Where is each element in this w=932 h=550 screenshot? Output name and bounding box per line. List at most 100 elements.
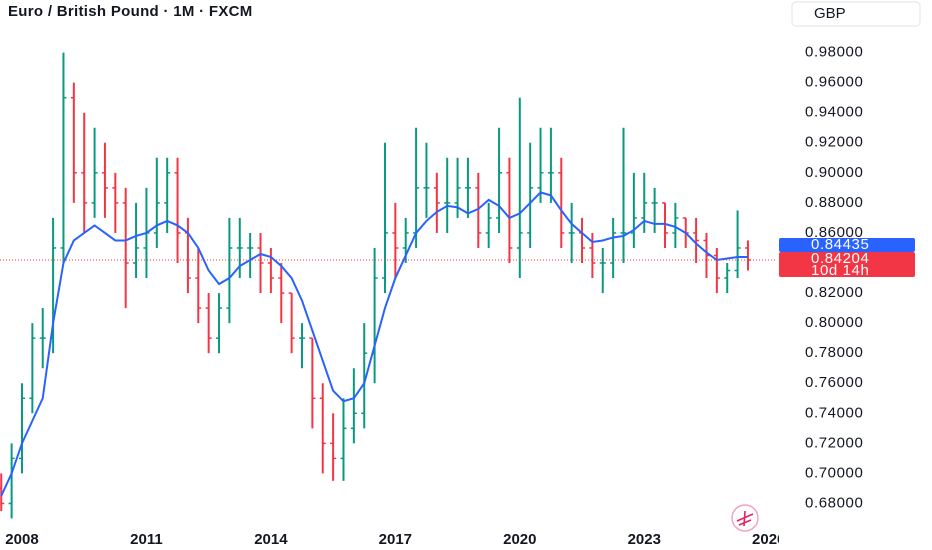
ohlc-bar (70, 82, 77, 203)
ohlc-bar (309, 337, 316, 429)
ohlc-bar (91, 127, 98, 218)
ohlc-bar (713, 247, 720, 294)
currency-button-box[interactable] (791, 1, 921, 27)
x-tick-label: 2020 (503, 531, 536, 548)
ohlc-bar (423, 142, 430, 218)
ohlc-bar (153, 157, 160, 248)
ohlc-bar (744, 240, 751, 271)
ohlc-bar (527, 142, 534, 248)
x-tick-label: 2011 (130, 531, 163, 548)
last-price-tag (779, 251, 915, 277)
ohlc-bar (247, 232, 254, 279)
ohlc-bar (381, 142, 388, 294)
ohlc-bar (340, 398, 347, 481)
ohlc-bar (589, 232, 596, 279)
y-tick-label: 0.88000 (805, 194, 863, 211)
x-tick-label: 2014 (254, 531, 288, 548)
ohlc-bar (568, 202, 575, 264)
ohlc-bar (29, 323, 36, 414)
countdown-label: 10d 14h (811, 262, 869, 279)
x-tick-label: 2023 (628, 531, 661, 548)
ohlc-bar (112, 172, 119, 233)
ohlc-bar (205, 293, 212, 354)
y-tick-label: 0.74000 (805, 404, 863, 421)
ohlc-bar (693, 217, 700, 264)
ma-value-label: 0.84435 (811, 236, 869, 253)
ohlc-bar (122, 187, 129, 309)
ohlc-bar (579, 217, 586, 264)
ohlc-bar (630, 172, 637, 248)
ohlc-bar (8, 443, 15, 519)
ohlc-bar (81, 112, 88, 233)
ma-value-tag (779, 237, 915, 252)
y-tick-label: 0.68000 (805, 494, 863, 511)
y-tick-label: 0.80000 (805, 314, 863, 331)
ohlc-bar (257, 232, 264, 294)
moving-average (0, 191, 748, 497)
ohlc-bar (734, 210, 741, 279)
currency-button[interactable]: GBP (791, 1, 921, 27)
y-tick-label: 0.82000 (805, 284, 863, 301)
ohlc-bar (60, 52, 67, 264)
currency-label[interactable]: GBP (814, 5, 846, 22)
ohlc-bar (0, 473, 5, 511)
y-tick-label: 0.70000 (805, 464, 863, 481)
ohlc-bar (610, 217, 617, 279)
y-tick-label: 0.98000 (805, 44, 863, 61)
ohlc-bar (18, 383, 25, 474)
x-tick-label: 2026 (752, 531, 785, 548)
ohlc-bar (599, 247, 606, 294)
ohlc-bar (361, 323, 368, 429)
y-tick-label: 0.96000 (805, 74, 863, 91)
icon-glyph[interactable] (736, 510, 754, 527)
ohlc-bar (133, 202, 140, 279)
ohlc-bar (620, 127, 627, 264)
ohlc-bar (444, 157, 451, 233)
ohlc-bar (641, 172, 648, 233)
scale-toggle-icon[interactable] (731, 504, 759, 532)
ohlc-bar (278, 263, 285, 324)
y-tick-label: 0.78000 (805, 344, 863, 361)
ohlc-bar (485, 202, 492, 248)
ohlc-bar (101, 142, 108, 218)
ohlc-bar (433, 172, 440, 233)
ohlc-bar (672, 202, 679, 248)
y-tick-label: 0.72000 (805, 434, 863, 451)
chart-title: Euro / British Pound · 1M · FXCM (8, 3, 253, 20)
ohlc-bar (267, 247, 274, 294)
ohlc-bar (547, 127, 554, 203)
ohlc-bar (371, 247, 378, 384)
y-tick-label: 0.90000 (805, 164, 863, 181)
x-tick-label: 2008 (5, 531, 38, 548)
ohlc-bar (496, 127, 503, 233)
ohlc-bar (537, 127, 544, 203)
plot-area (0, 52, 777, 519)
y-tick-label: 0.86000 (805, 224, 863, 241)
ohlc-bar (195, 247, 202, 324)
ohlc-bar (724, 263, 731, 294)
time-axis: 2008 2011 2014 2017 2020 2023 2026 (5, 531, 785, 548)
ohlc-bar (661, 202, 668, 248)
ohlc-bar (174, 157, 181, 264)
ohlc-bar (299, 323, 306, 369)
ohlc-bar (216, 293, 223, 354)
y-tick-label: 0.92000 (805, 134, 863, 151)
ohlc-bar (558, 157, 565, 248)
ohlc-bar (236, 217, 243, 279)
ohlc-bar (392, 202, 399, 279)
x-tick-label: 2017 (379, 531, 412, 548)
ohlc-bar (506, 157, 513, 264)
y-tick-label: 0.94000 (805, 104, 863, 121)
ohlc-bar (184, 217, 191, 294)
ohlc-bar (464, 157, 471, 218)
ohlc-bar (516, 97, 523, 279)
last-price-label: 0.84204 (811, 250, 869, 267)
ohlc-bar (319, 383, 326, 474)
y-tick-label: 0.76000 (805, 374, 863, 391)
ohlc-bar (226, 217, 233, 324)
ohlc-bar (475, 172, 482, 248)
ohlc-bar (288, 292, 295, 354)
